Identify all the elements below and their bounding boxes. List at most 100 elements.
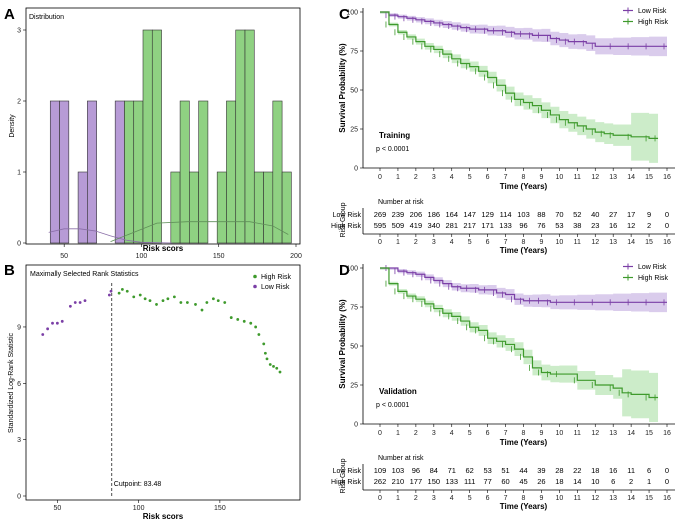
x-tick-label: 9 xyxy=(539,239,543,246)
x-tick-label: 2 xyxy=(414,239,418,246)
scatter-point xyxy=(242,319,246,323)
scatter-point xyxy=(132,295,136,299)
x-tick-label: 15 xyxy=(645,495,653,502)
risk-count: 10 xyxy=(591,477,599,486)
risk-row-label: Low Risk xyxy=(333,212,362,219)
risk-count: 150 xyxy=(428,477,441,486)
risk-count: 129 xyxy=(481,210,494,219)
x-tick-label: 3 xyxy=(432,239,436,246)
risk-count: 6 xyxy=(647,466,651,475)
histogram-bar xyxy=(151,29,162,244)
y-tick-label: 50 xyxy=(350,88,358,95)
x-tick-label: 11 xyxy=(574,174,581,181)
panel-letter-b: B xyxy=(4,262,15,279)
x-tick-label: 13 xyxy=(609,495,617,502)
legend-label: High Risk xyxy=(638,275,668,282)
x-tick-label: 13 xyxy=(609,430,617,437)
curve-low-risk xyxy=(380,267,667,303)
risk-count: 0 xyxy=(665,477,669,486)
scatter-point xyxy=(223,301,227,304)
scatter-point xyxy=(161,299,165,303)
scatter-point xyxy=(254,325,258,329)
x-tick-label: 1 xyxy=(396,174,400,181)
risk-count: 53 xyxy=(555,221,563,230)
risk-count: 164 xyxy=(445,210,458,219)
x-tick-label: 1 xyxy=(396,495,400,502)
risk-count: 16 xyxy=(609,221,617,230)
x-tick-label: 15 xyxy=(645,174,653,181)
risk-count: 76 xyxy=(537,221,545,230)
km-pvalue: p < 0.0001 xyxy=(376,402,409,409)
histogram-bar xyxy=(281,171,292,244)
panel-b-ylabel: Standardized Log-Rank Statistic xyxy=(8,333,15,433)
risk-count: 62 xyxy=(466,466,474,475)
x-tick-label: 0 xyxy=(378,239,382,246)
x-tick-label: 7 xyxy=(504,239,508,246)
scatter-point xyxy=(205,301,209,304)
histogram-bar xyxy=(244,29,255,244)
x-tick-label: 14 xyxy=(627,495,635,502)
scatter-point xyxy=(138,293,142,297)
y-tick-label: 0 xyxy=(17,241,21,248)
x-tick-label: 7 xyxy=(504,174,508,181)
risk-table-ylabel: Risk Group xyxy=(340,458,347,493)
scatter-point xyxy=(194,303,197,306)
curve-low-risk xyxy=(380,11,667,47)
scatter-point xyxy=(148,299,152,303)
ci-band-low-risk xyxy=(380,268,667,313)
x-tick-label: 9 xyxy=(539,174,543,181)
risk-count: 60 xyxy=(501,477,509,486)
risk-count: 109 xyxy=(374,466,387,475)
histogram-bar xyxy=(59,100,70,244)
x-tick-label: 1 xyxy=(396,430,400,437)
scatter-point xyxy=(185,301,189,304)
legend-marker xyxy=(253,284,257,289)
risk-count: 88 xyxy=(537,210,545,219)
x-tick-label: 15 xyxy=(645,430,653,437)
density-curve-high xyxy=(110,221,289,242)
risk-count: 84 xyxy=(430,466,438,475)
cutpoint-label: Cutpoint: 83.48 xyxy=(114,481,162,488)
x-tick-label: 6 xyxy=(486,495,490,502)
histogram-bar xyxy=(253,171,264,244)
x-tick-label: 12 xyxy=(591,495,599,502)
scatter-point xyxy=(211,297,215,301)
scatter-point xyxy=(200,308,204,312)
risk-count: 27 xyxy=(609,210,617,219)
risk-count: 51 xyxy=(501,466,509,475)
x-tick-label: 8 xyxy=(522,495,526,502)
x-tick-label: 12 xyxy=(591,430,599,437)
scatter-point xyxy=(41,333,45,336)
x-tick-label: 8 xyxy=(522,239,526,246)
scatter-point xyxy=(275,366,279,370)
scatter-point xyxy=(46,327,50,331)
risk-count: 18 xyxy=(591,466,599,475)
scatter-point xyxy=(265,357,269,361)
panel-letter-c: C xyxy=(339,6,350,23)
risk-count: 262 xyxy=(374,477,387,486)
histogram-bar xyxy=(142,29,153,244)
x-tick-label: 2 xyxy=(414,174,418,181)
y-tick-label: 6 xyxy=(17,381,21,388)
risk-count: 103 xyxy=(517,210,530,219)
risk-count: 16 xyxy=(609,466,617,475)
histogram-bar xyxy=(263,171,274,244)
x-tick-label: 16 xyxy=(663,239,671,246)
x-tick-label: 10 xyxy=(555,430,563,437)
x-tick-label: 9 xyxy=(539,495,543,502)
x-tick-label: 100 xyxy=(133,505,145,512)
x-tick-label: 150 xyxy=(214,505,226,512)
y-tick-label: 0 xyxy=(17,494,21,501)
y-tick-label: 3 xyxy=(17,28,21,35)
risk-count: 26 xyxy=(537,477,545,486)
risk-count: 6 xyxy=(611,477,615,486)
scatter-point xyxy=(78,301,82,304)
scatter-point xyxy=(68,304,72,308)
scatter-point xyxy=(143,297,147,301)
risk-count: 40 xyxy=(591,210,599,219)
scatter-point xyxy=(51,321,54,325)
scatter-point xyxy=(107,293,111,297)
x-tick-label: 7 xyxy=(504,430,508,437)
panel-b-title: Maximally Selected Rank Statistics xyxy=(30,271,139,278)
risk-count: 103 xyxy=(392,466,405,475)
